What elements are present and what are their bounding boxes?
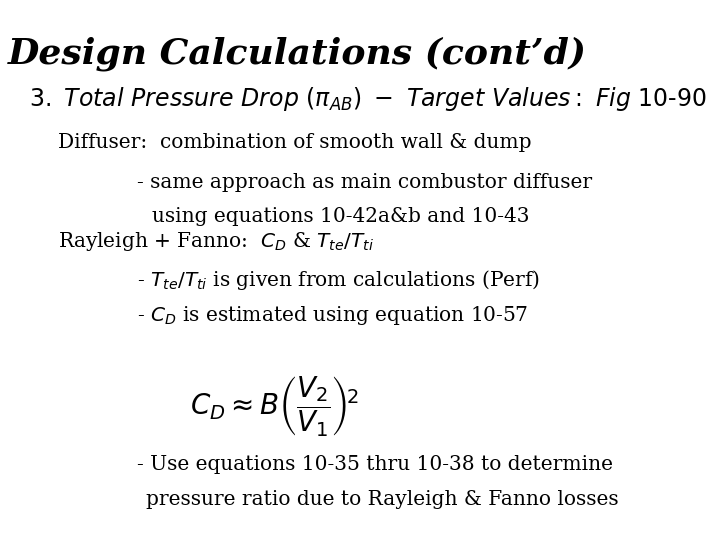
Text: pressure ratio due to Rayleigh & Fanno losses: pressure ratio due to Rayleigh & Fanno l… — [146, 490, 618, 509]
Text: Rayleigh + Fanno:  $C_D$ & $T_{te}/T_{ti}$: Rayleigh + Fanno: $C_D$ & $T_{te}/T_{ti}… — [58, 230, 374, 253]
Text: using equations 10-42a&b and 10-43: using equations 10-42a&b and 10-43 — [152, 207, 529, 226]
Text: - $T_{te}/T_{ti}$ is given from calculations (Perf): - $T_{te}/T_{ti}$ is given from calculat… — [138, 268, 540, 292]
Text: Diffuser:  combination of smooth wall & dump: Diffuser: combination of smooth wall & d… — [58, 133, 531, 152]
Text: - Use equations 10-35 thru 10-38 to determine: - Use equations 10-35 thru 10-38 to dete… — [138, 455, 613, 474]
Text: $C_D \approx B\left(\dfrac{V_2}{V_1}\right)^{\!2}$: $C_D \approx B\left(\dfrac{V_2}{V_1}\rig… — [189, 375, 359, 439]
Text: - same approach as main combustor diffuser: - same approach as main combustor diffus… — [138, 173, 593, 192]
Text: Design Calculations (cont’d): Design Calculations (cont’d) — [7, 36, 587, 71]
Text: - $C_D$ is estimated using equation 10-57: - $C_D$ is estimated using equation 10-5… — [138, 304, 528, 327]
Text: $\mathit{3.\ Total\ Pressure\ Drop\ (\pi_{AB})\ -\ Target\ Values:\ Fig\ 10\text: $\mathit{3.\ Total\ Pressure\ Drop\ (\pi… — [29, 85, 707, 113]
